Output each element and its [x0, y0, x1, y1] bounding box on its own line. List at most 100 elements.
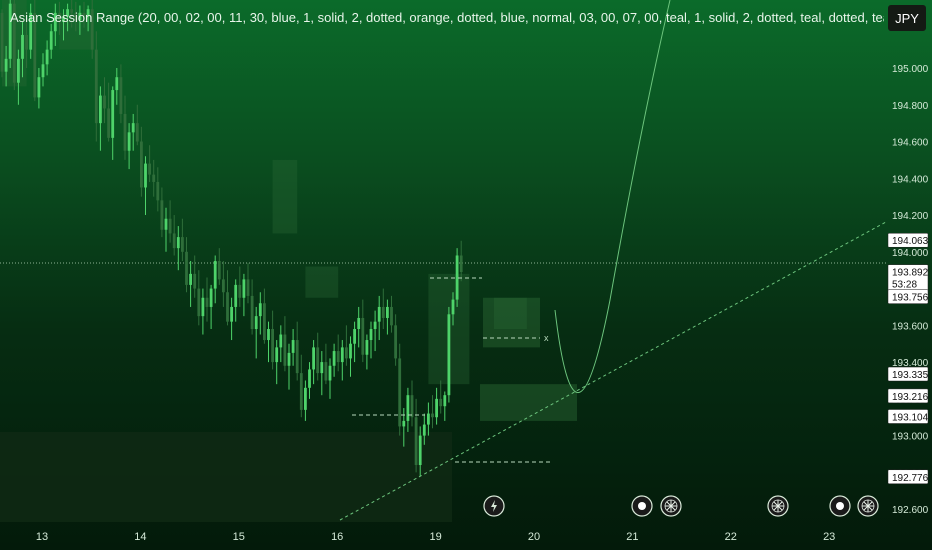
indicator-title: Asian Session Range (20, 00, 02, 00, 11,… — [10, 10, 884, 25]
candle-body — [381, 306, 385, 318]
candle-body — [49, 31, 53, 50]
price-badge-label: 194.063 — [892, 236, 929, 247]
candle-body — [103, 95, 106, 109]
candle-body — [365, 340, 369, 355]
candle-body — [287, 352, 291, 366]
price-badge: 193.104 — [887, 409, 929, 424]
candle-body — [66, 9, 69, 17]
candle-body — [230, 306, 233, 322]
liquidity-zone — [272, 159, 298, 234]
candle-body — [418, 435, 422, 466]
price-badge: 192.776 — [887, 469, 929, 485]
candle-body — [176, 237, 180, 249]
candle-body — [271, 329, 274, 363]
candle-body — [345, 347, 348, 359]
candle-body — [267, 329, 270, 341]
record-icon[interactable] — [829, 495, 851, 517]
candle-body — [316, 347, 320, 374]
flag-icon[interactable] — [660, 495, 682, 517]
candle-body — [111, 90, 115, 138]
candle-body — [21, 34, 24, 59]
candle-body — [160, 200, 164, 230]
candle-body — [443, 395, 447, 407]
candle-body — [131, 123, 135, 133]
candle-body — [459, 255, 463, 273]
date-tick-label: 16 — [331, 531, 343, 543]
candle-body — [0, 12, 4, 72]
price-badge-label: 192.776 — [892, 473, 929, 484]
flag-icon[interactable] — [857, 495, 879, 517]
candle-body — [402, 420, 406, 427]
candle-body — [90, 9, 94, 50]
candle-body — [291, 340, 295, 353]
candle-body — [217, 261, 221, 280]
candle-body — [369, 329, 373, 341]
price-tick-label: 193.600 — [892, 321, 929, 332]
price-tick-label: 194.800 — [892, 101, 929, 112]
candle-body — [308, 369, 311, 388]
candle-body — [172, 233, 176, 249]
candle-body — [197, 288, 201, 317]
candle-body — [357, 317, 361, 330]
candle-body — [53, 12, 57, 32]
candle-body — [353, 329, 356, 344]
candle-body — [238, 284, 242, 298]
price-tick-label: 195.000 — [892, 64, 929, 75]
demand-zone-bottom — [0, 432, 452, 522]
currency-badge[interactable]: JPY — [888, 5, 926, 31]
candle-body — [226, 292, 229, 322]
candle-body — [127, 132, 131, 151]
candle-body — [41, 64, 45, 78]
candle-body — [140, 141, 143, 188]
candle-body — [349, 343, 352, 359]
candle-body — [181, 237, 184, 252]
record-icon[interactable] — [631, 495, 653, 517]
price-tick-label: 194.200 — [892, 211, 929, 222]
candle-body — [86, 9, 90, 17]
candle-body — [193, 273, 197, 289]
candle-body — [324, 362, 328, 381]
price-badge: 194.063 — [887, 232, 929, 248]
candle-body — [299, 373, 303, 410]
candle-body — [119, 77, 123, 114]
flag-icon[interactable] — [767, 495, 789, 517]
candle-body — [222, 279, 225, 293]
price-badge-label: 193.335 — [892, 370, 929, 381]
candle-body — [250, 295, 254, 330]
candle-body — [82, 12, 86, 17]
lightning-icon[interactable] — [483, 495, 505, 517]
candle-body — [58, 12, 61, 23]
candle-body — [209, 288, 213, 307]
trend-line — [339, 221, 887, 521]
date-tick-label: 22 — [725, 531, 737, 543]
candle-body — [25, 34, 28, 50]
price-tick-label: 192.600 — [892, 505, 929, 516]
candle-body — [435, 398, 438, 418]
candle-body — [99, 95, 102, 124]
candle-body — [4, 58, 8, 72]
candle-body — [107, 108, 110, 138]
candle-body — [398, 358, 402, 427]
candle-body — [8, 3, 12, 59]
candle-body — [189, 273, 192, 285]
candle-body — [74, 12, 78, 21]
price-badge: 193.756 — [887, 289, 929, 304]
candle-body — [185, 251, 188, 285]
candle-body — [246, 279, 250, 296]
price-tick-label: 194.600 — [892, 138, 929, 149]
candle-body — [12, 3, 16, 83]
candle-body — [414, 417, 418, 466]
candle-body — [455, 255, 459, 300]
date-tick-label: 23 — [823, 531, 835, 543]
liquidity-zone — [494, 297, 527, 330]
price-tick-label: 193.000 — [892, 432, 929, 443]
candle-body — [144, 163, 147, 188]
candle-body — [37, 77, 41, 98]
candle-body — [332, 351, 336, 366]
price-badge-label: 193.104 — [892, 412, 929, 423]
candle-body — [254, 316, 258, 330]
candle-body — [304, 387, 307, 410]
candle-body — [148, 163, 151, 175]
